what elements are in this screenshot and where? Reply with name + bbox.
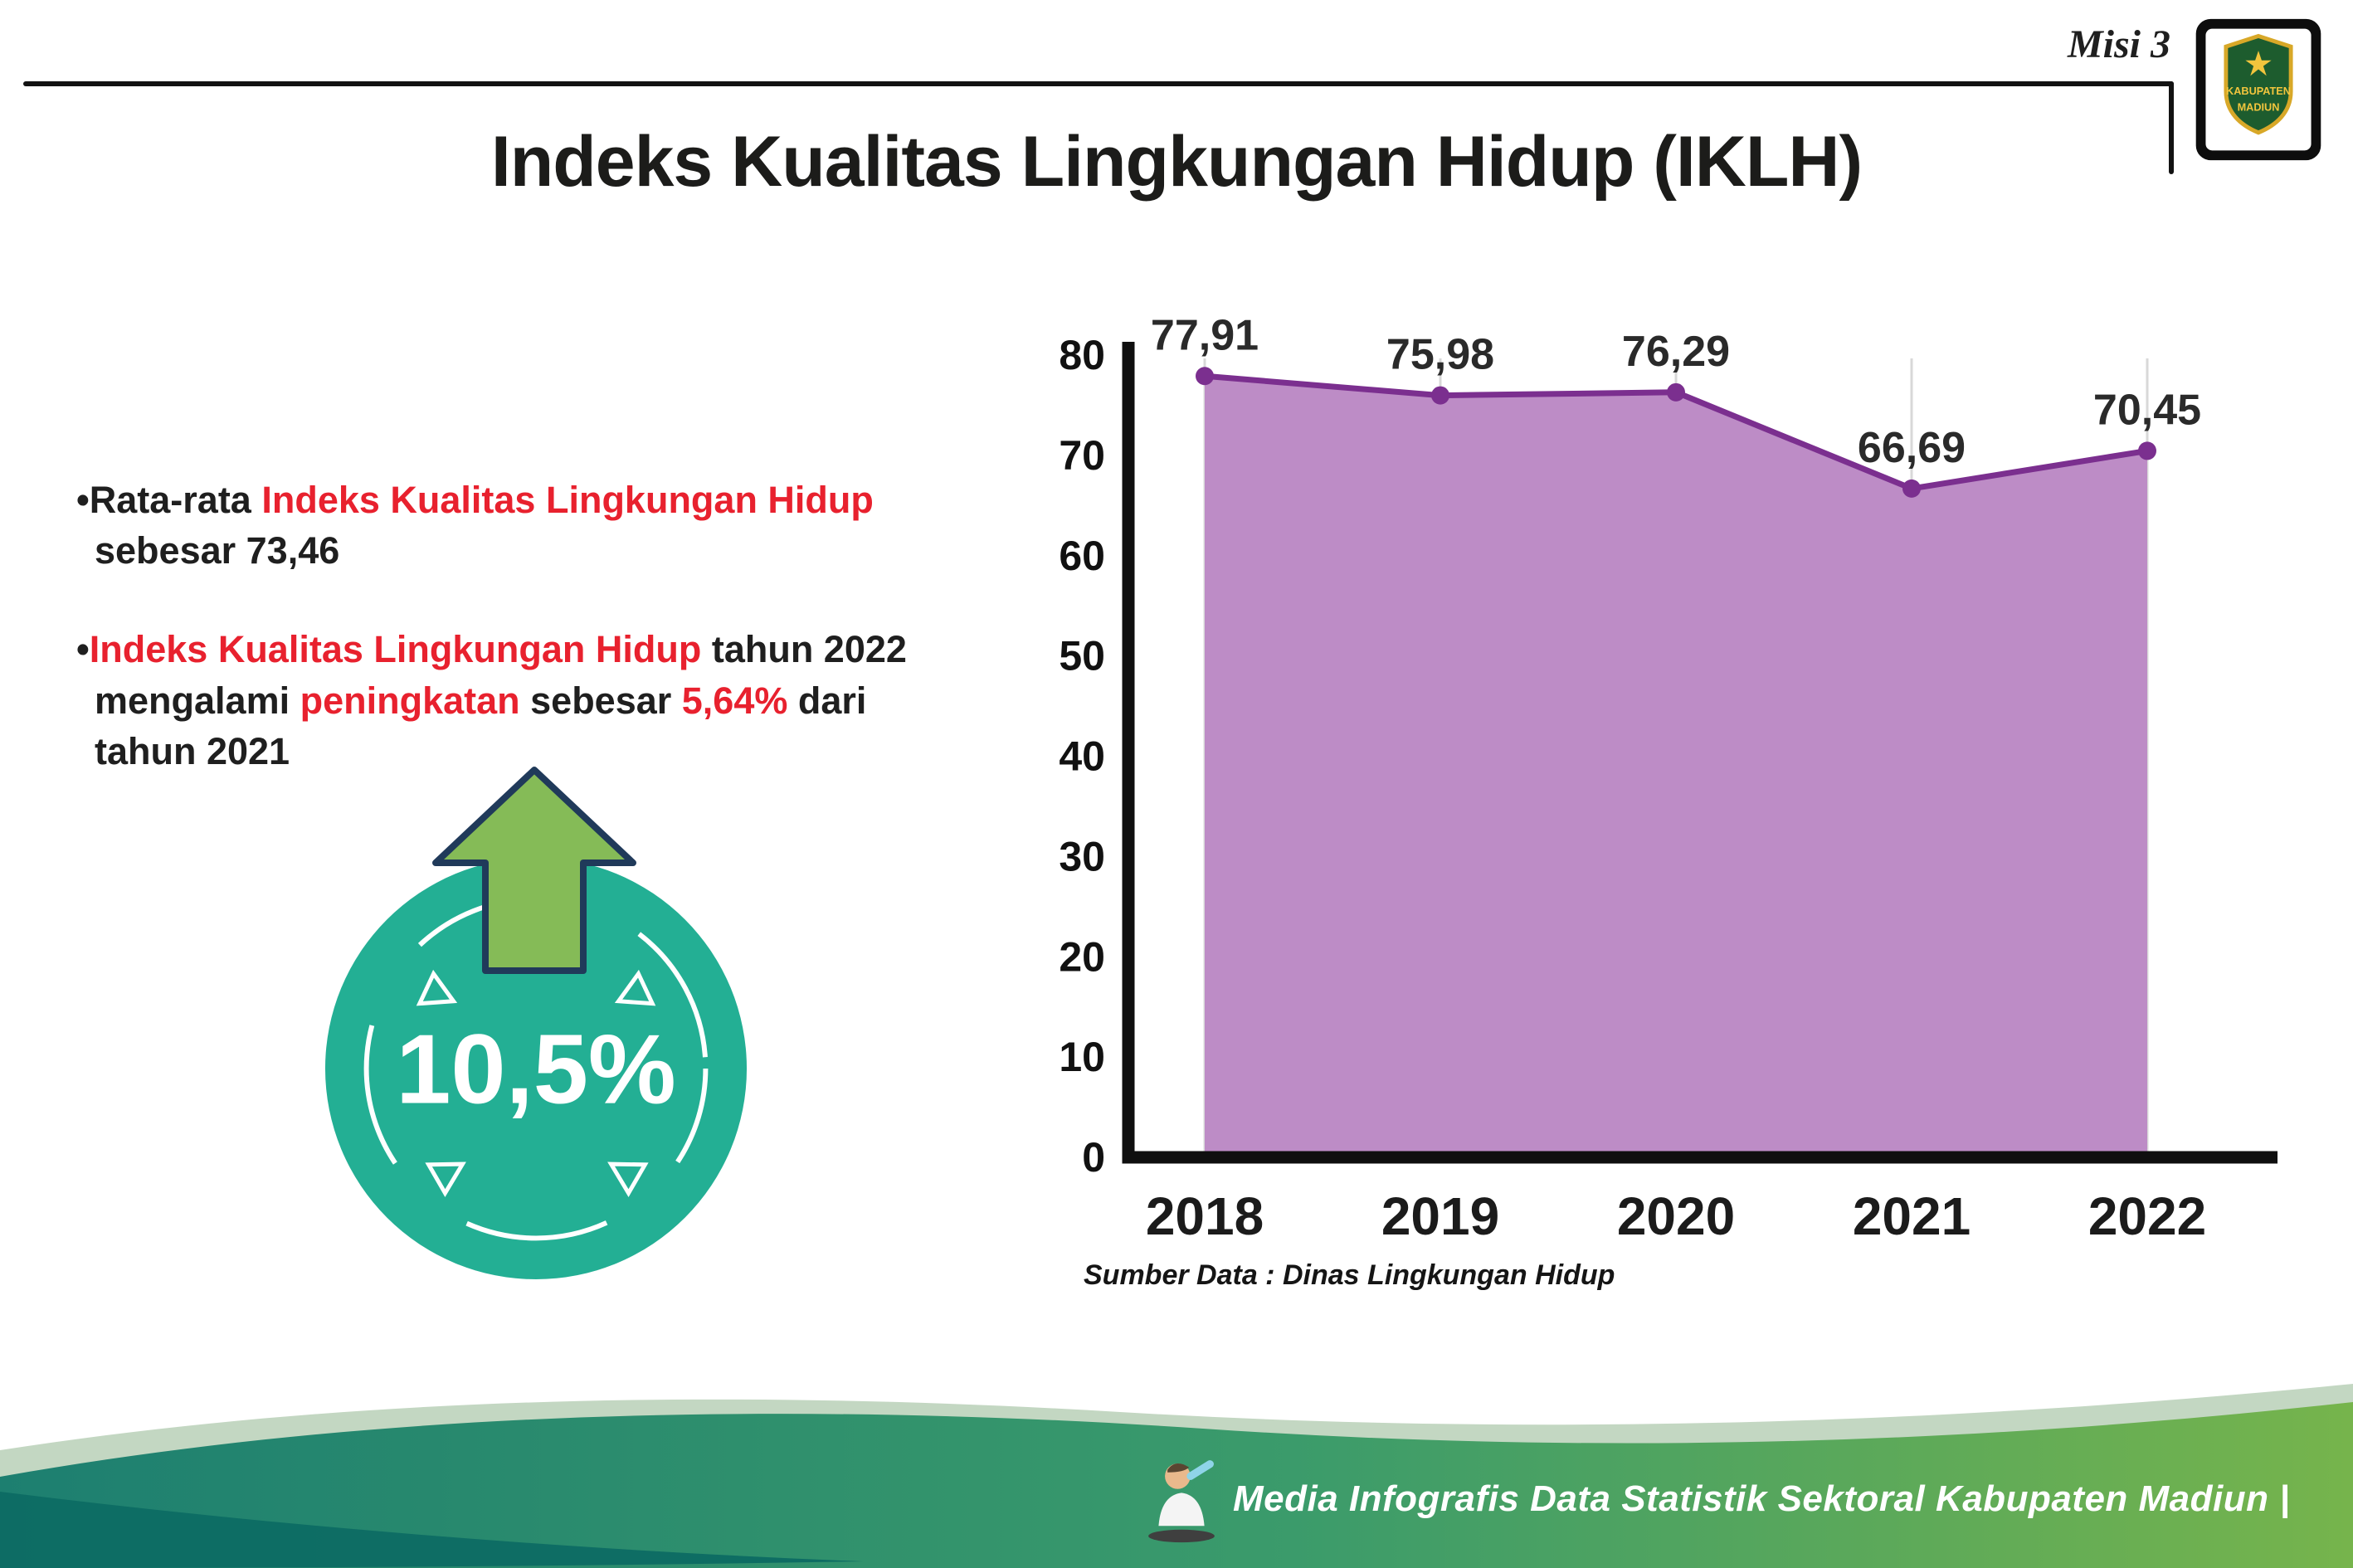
mascot-pencil (1186, 1460, 1214, 1480)
y-tick-label: 60 (1059, 533, 1105, 579)
chart-axes (1122, 342, 2277, 1164)
y-tick-label: 0 (1082, 1134, 1105, 1181)
text-segment: Indeks Kualitas Lingkungan Hidup (89, 628, 702, 671)
y-tick-label: 80 (1059, 332, 1105, 378)
value-label: 76,29 (1622, 328, 1730, 376)
x-tick-label: 2021 (1853, 1186, 1971, 1246)
up-arrow-shape (432, 767, 636, 974)
chart-point (2138, 441, 2156, 460)
mascot-body (1158, 1493, 1205, 1527)
badge-triangle-icon (614, 969, 656, 1006)
iklh-area-chart: 0 10 20 30 40 50 60 70 80 77,91 75,98 76,29 66,69 70,… (1059, 311, 2277, 1246)
page-title: Indeks Kualitas Lingkungan Hidup (IKLH) (490, 122, 1863, 202)
chart-point (1196, 367, 1214, 386)
bullet-increase-2022: •Indeks Kualitas Lingkungan Hidup tahun … (76, 624, 968, 777)
badge-value: 10,5% (396, 1015, 676, 1125)
footer-wave-dark (0, 1492, 863, 1568)
y-tick-label: 70 (1059, 432, 1105, 479)
value-label: 66,69 (1858, 424, 1966, 472)
value-label: 77,91 (1151, 311, 1259, 359)
text-segment: peningkatan (300, 679, 520, 722)
badge-triangle-icon (425, 1161, 466, 1198)
mascot-hair (1167, 1463, 1190, 1473)
bullet-average-iklh: •Rata-rata Indeks Kualitas Lingkungan Hi… (76, 475, 968, 576)
footer-caption: Media Infografis Data Statistik Sektoral… (1233, 1478, 2291, 1519)
chart-point (1431, 386, 1449, 405)
text-segment: sebesar (519, 679, 682, 722)
increase-badge: 10,5% (324, 857, 748, 1280)
logo-text-kabupaten: KABUPATEN (2226, 85, 2291, 97)
x-tick-label: 2022 (2088, 1186, 2206, 1246)
badge-triangle-icon (607, 1161, 649, 1198)
y-tick-label: 50 (1059, 633, 1105, 679)
source-note: Sumber Data : Dinas Lingkungan Hidup (1084, 1259, 1615, 1291)
value-label: 75,98 (1386, 331, 1494, 379)
text-segment: dari tahun 2021 (95, 679, 867, 772)
value-label: 70,45 (2093, 386, 2201, 434)
logo-shield (2224, 33, 2293, 135)
chart-point (1667, 382, 1685, 402)
x-tick-label: 2018 (1146, 1186, 1264, 1246)
top-rule-corner (2169, 81, 2174, 174)
text-segment: sebesar 73,46 (95, 529, 340, 572)
x-tick-label: 2020 (1617, 1186, 1735, 1246)
y-tick-label: 40 (1059, 733, 1105, 780)
text-segment: tahun 2022 mengalami (95, 628, 907, 722)
y-tick-label: 10 (1059, 1034, 1105, 1080)
badge-triangle-icon (416, 969, 458, 1006)
text-segment: • (76, 628, 90, 671)
up-arrow-icon (432, 767, 636, 974)
kabupaten-madiun-logo: KABUPATEN MADIUN (2195, 18, 2321, 161)
x-tick-label: 2019 (1381, 1186, 1499, 1246)
logo-text-madiun: MADIUN (2238, 100, 2280, 113)
chart-point (1902, 479, 1921, 498)
top-rule (23, 81, 2174, 86)
y-tick-label: 30 (1059, 833, 1105, 879)
text-segment: Indeks Kualitas Lingkungan Hidup (261, 479, 874, 521)
y-tick-label: 20 (1059, 933, 1105, 980)
chart-area (1205, 376, 2147, 1157)
mascot-icon (1148, 1460, 1215, 1543)
text-segment: •Rata-rata (76, 479, 262, 521)
logo-star-icon (2245, 51, 2272, 76)
misi-label: Misi 3 (2067, 22, 2170, 66)
key-points: •Rata-rata Indeks Kualitas Lingkungan Hi… (76, 475, 968, 825)
text-segment: 5,64% (681, 679, 788, 722)
mascot-base (1148, 1529, 1215, 1543)
